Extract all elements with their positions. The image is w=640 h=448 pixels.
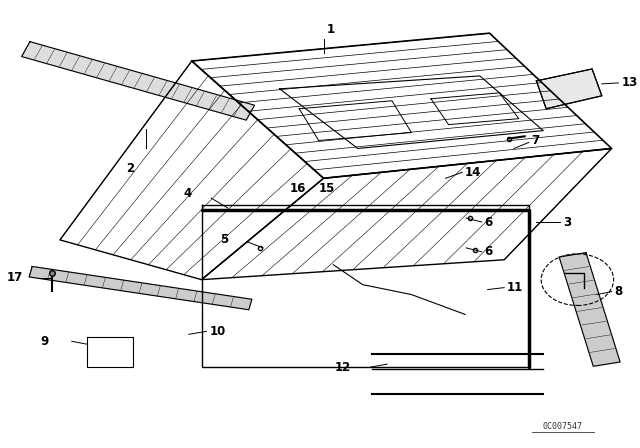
Polygon shape: [536, 69, 602, 109]
Bar: [87, 337, 133, 367]
Text: 15: 15: [319, 182, 335, 195]
Text: 7: 7: [532, 134, 540, 147]
Text: 8: 8: [614, 285, 623, 298]
Text: 0C007547: 0C007547: [543, 422, 583, 431]
Text: 11: 11: [507, 281, 524, 294]
Text: 4: 4: [184, 187, 192, 200]
Text: 13: 13: [621, 76, 637, 90]
Text: 9: 9: [40, 335, 48, 348]
Polygon shape: [22, 42, 255, 120]
Text: 6: 6: [484, 215, 493, 228]
Text: 10: 10: [209, 325, 225, 338]
Polygon shape: [559, 253, 620, 366]
Text: 12: 12: [335, 361, 351, 374]
Text: 6: 6: [484, 246, 493, 258]
Polygon shape: [29, 267, 252, 310]
Text: 3: 3: [563, 215, 571, 228]
Text: 2: 2: [126, 162, 134, 175]
Text: 17: 17: [6, 271, 23, 284]
Text: 16: 16: [289, 182, 306, 195]
Text: 5: 5: [220, 233, 228, 246]
Text: 14: 14: [465, 166, 481, 179]
Text: 1: 1: [326, 23, 335, 36]
